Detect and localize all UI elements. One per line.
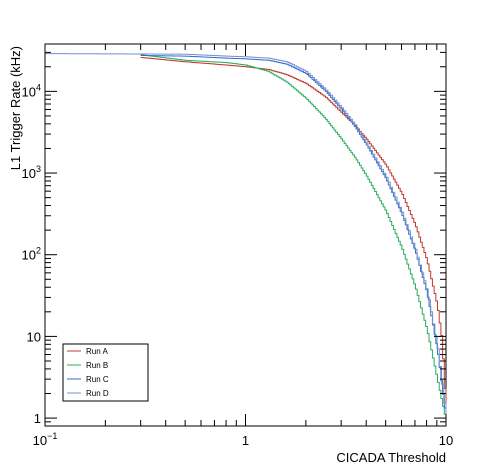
x-axis-title: CICADA Threshold: [336, 450, 446, 465]
series-layer: [45, 53, 447, 426]
legend-label: Run B: [86, 361, 108, 370]
x-tick-label: 1: [242, 433, 249, 448]
series-line-4: [45, 53, 447, 426]
y-tick-label: 104: [22, 82, 41, 99]
series-line-2: [140, 54, 447, 426]
x-tick-label: 10−1: [33, 431, 58, 448]
y-tick-label: 103: [22, 164, 41, 181]
series-line-1: [140, 56, 447, 426]
y-tick-label: 10: [27, 329, 41, 344]
legend-items: Run A Run B Run C Run D: [67, 347, 109, 398]
legend-label: Run A: [86, 347, 108, 356]
y-tick-label: 102: [22, 246, 41, 263]
y-axis-title: L1 Trigger Rate (kHz): [8, 46, 23, 170]
legend-box: [62, 343, 149, 402]
legend-label: Run C: [86, 375, 109, 384]
legend: Run A Run B Run C Run D: [62, 343, 149, 402]
y-tick-label: 1: [34, 411, 41, 426]
x-tick-label: 10: [439, 433, 453, 448]
legend-label: Run D: [86, 389, 109, 398]
